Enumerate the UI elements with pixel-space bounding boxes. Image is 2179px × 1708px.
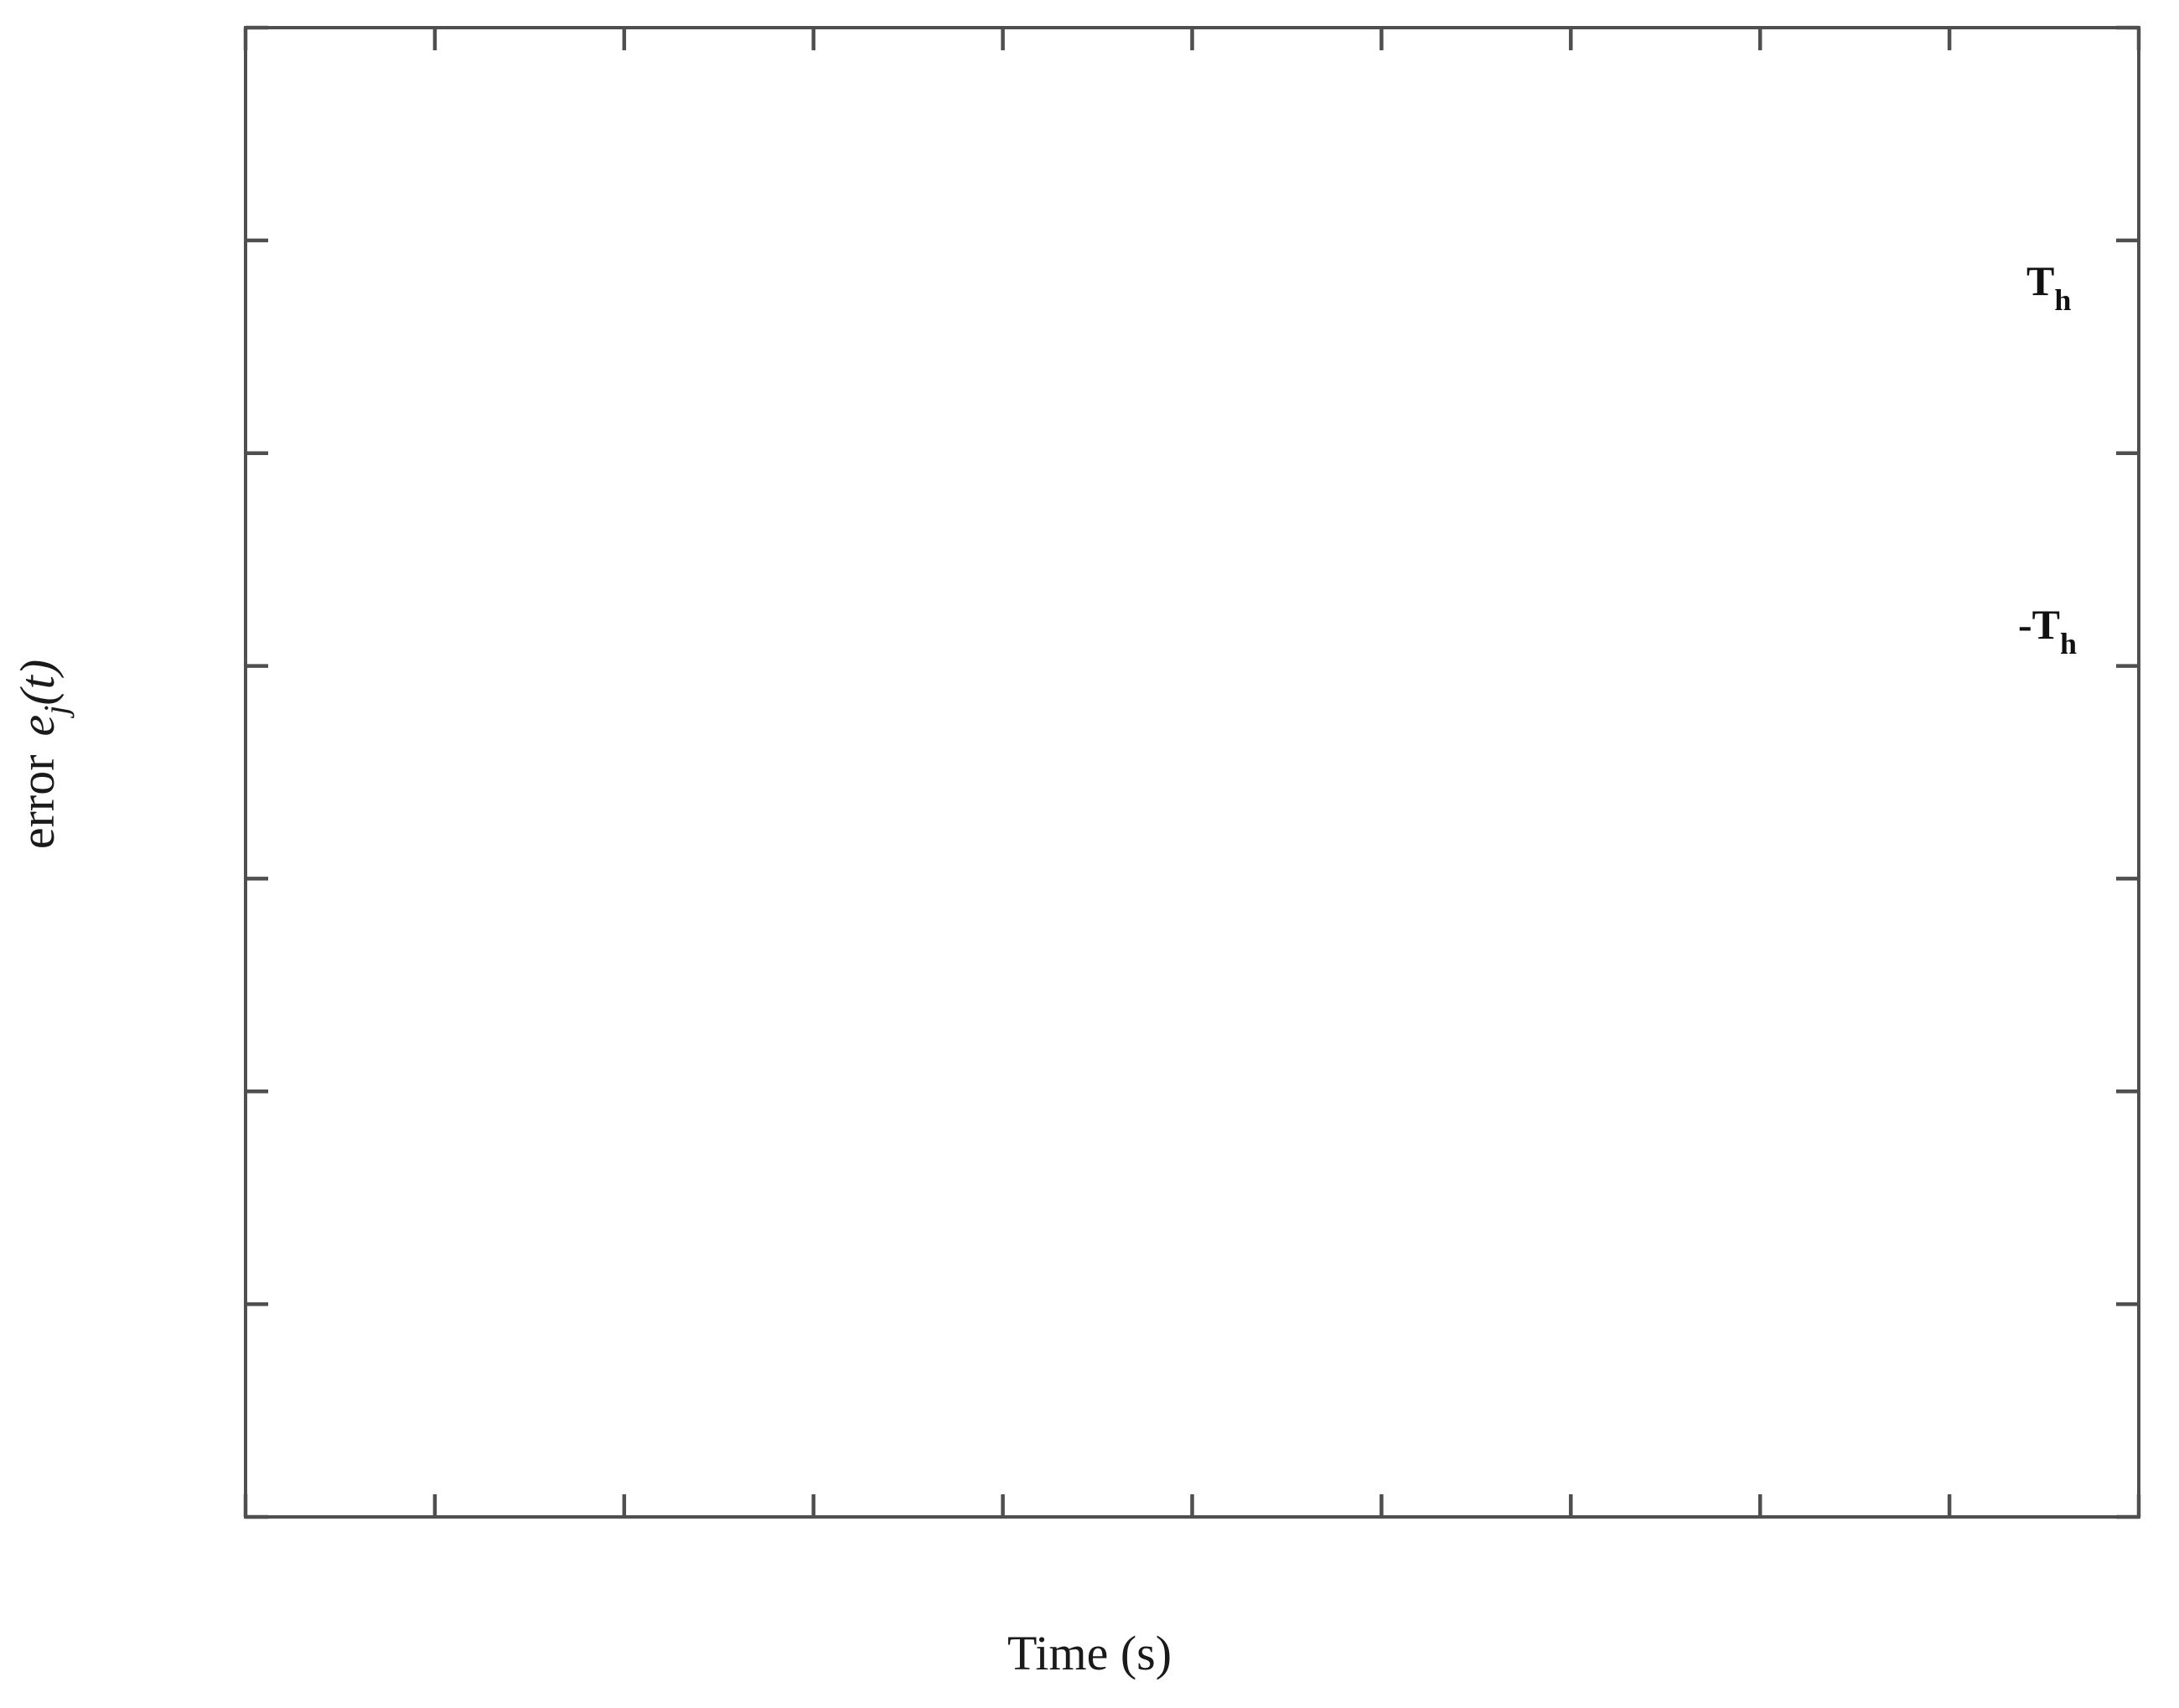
- plot-generated-content: [243, 25, 2141, 1519]
- y-axis-title: errorej(t): [10, 660, 75, 849]
- lower-threshold-label: -Th: [2018, 601, 2077, 660]
- x-axis-title: Time (s): [1007, 1626, 1172, 1680]
- upper-threshold-label: Th: [2026, 257, 2071, 317]
